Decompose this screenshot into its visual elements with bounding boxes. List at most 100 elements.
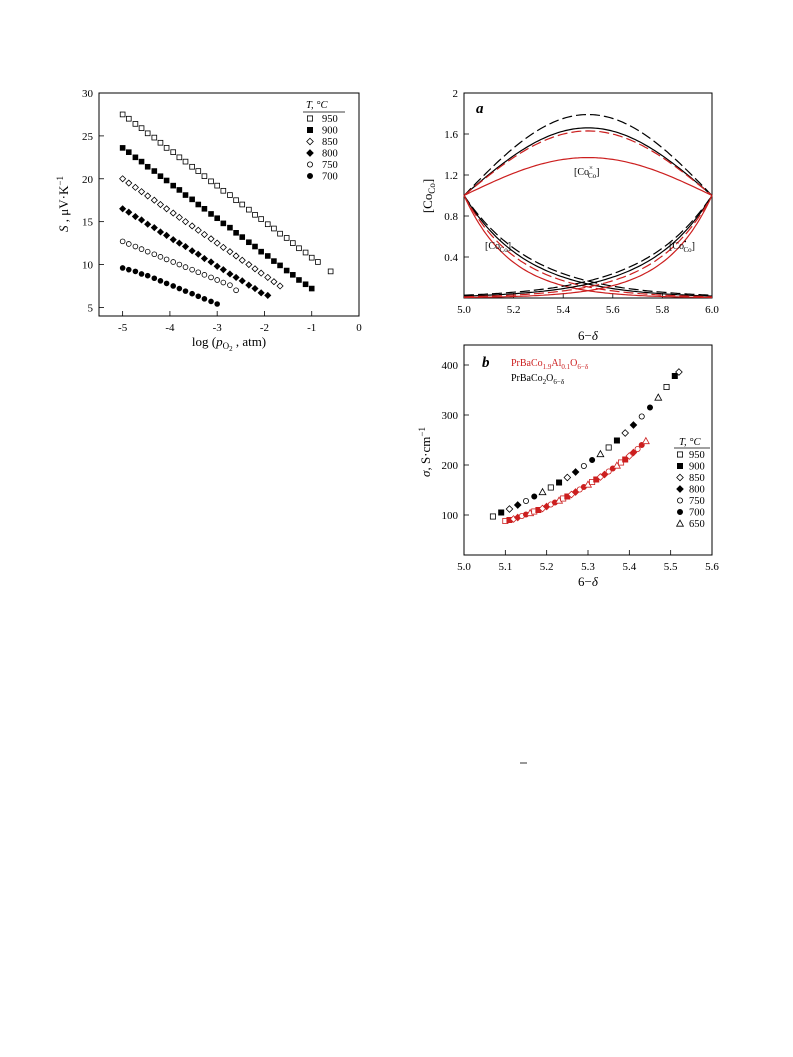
panel-b-chart: 5.0 5.1 5.2 5.3 5.4 5.5 5.6 100 200 300 400 b PrB… (417, 344, 719, 589)
data-point-series-0 (605, 468, 612, 475)
x-tick-label: 5.0 (457, 304, 471, 316)
data-point-series-0 (629, 448, 638, 457)
y-tick-label: 200 (442, 460, 459, 472)
data-point-800 (125, 208, 133, 216)
legend-marker-950 (677, 451, 684, 458)
data-point-950 (182, 158, 189, 165)
data-point-850 (150, 196, 158, 204)
data-point-800 (200, 254, 208, 263)
x-tick-label: -3 (213, 322, 223, 334)
y-tick-label: 300 (442, 410, 459, 422)
data-point-900 (195, 201, 202, 208)
data-point-750 (201, 272, 208, 278)
data-point-900 (189, 196, 195, 203)
data-point-750 (138, 246, 145, 252)
data-point-800 (137, 216, 146, 224)
left-data-points (119, 111, 334, 307)
data-point-series-1 (654, 393, 663, 401)
data-point-900 (170, 182, 177, 189)
data-point-950 (119, 111, 126, 118)
data-point-950 (195, 168, 202, 174)
data-point-700 (144, 272, 151, 279)
panel-b-x-axis-label: 6−δ (578, 574, 599, 589)
data-point-900 (214, 215, 220, 222)
data-point-800 (194, 250, 202, 258)
data-point-series-0 (625, 452, 634, 460)
x-tick-label: 5.5 (664, 561, 678, 573)
legend-label-700: 700 (689, 508, 705, 519)
data-point-series-1 (647, 404, 654, 411)
data-point-700 (157, 278, 164, 284)
panel-b-y-axis-label: σ, S·cm−1 (417, 427, 433, 477)
data-point-750 (220, 279, 227, 286)
data-point-800 (245, 281, 253, 289)
data-point-750 (208, 274, 214, 281)
data-point-850 (213, 239, 221, 247)
x-tick-label: 5.2 (540, 561, 554, 573)
data-point-750 (227, 282, 233, 288)
x-tick-label: -2 (260, 322, 269, 334)
x-tick-label: -5 (118, 322, 128, 334)
data-point-800 (257, 289, 265, 297)
data-point-800 (238, 277, 246, 285)
data-point-series-1 (605, 444, 612, 451)
curve-rise-8 (463, 195, 713, 296)
x-tick-label: 5.8 (656, 304, 670, 316)
y-tick-label: 5 (88, 302, 94, 314)
curve-center-0 (463, 113, 713, 196)
data-point-850 (264, 273, 272, 281)
legend-label-750: 750 (689, 496, 705, 507)
data-point-700 (119, 265, 126, 271)
data-point-700 (138, 271, 145, 277)
x-tick-label: 5.6 (705, 561, 719, 573)
data-point-900 (201, 205, 208, 212)
data-point-950 (290, 240, 296, 246)
legend-label-900: 900 (322, 126, 338, 137)
legend-marker-950 (306, 115, 313, 122)
data-point-series-1 (671, 372, 678, 379)
data-point-850 (207, 235, 215, 243)
data-point-850 (232, 252, 240, 260)
data-point-950 (227, 192, 233, 198)
legend-label-800: 800 (322, 149, 338, 160)
legend-marker-800 (306, 149, 314, 157)
data-point-900 (302, 281, 309, 288)
x-tick-label: 5.3 (581, 561, 595, 573)
panel-a-curves (463, 113, 713, 299)
y-tick-label: 0.8 (444, 211, 458, 223)
legend-marker-850 (676, 473, 684, 482)
data-point-900 (208, 211, 214, 217)
legend-marker-750 (677, 497, 684, 504)
data-point-800 (163, 231, 171, 239)
data-point-700 (208, 298, 214, 305)
left-y-ticks: 5 10 15 20 25 30 (82, 88, 104, 314)
data-point-series-1 (638, 413, 645, 420)
legend-label-850: 850 (322, 137, 338, 148)
data-point-950 (308, 254, 315, 261)
data-point-series-1 (556, 479, 563, 486)
data-point-950 (264, 221, 271, 228)
curve-rise-9 (463, 195, 713, 297)
legend-label-950: 950 (322, 114, 338, 125)
data-point-850 (219, 243, 227, 251)
data-point-750 (157, 254, 164, 260)
x-tick-label: -1 (307, 322, 316, 334)
curve-decay-4 (463, 195, 713, 296)
data-point-series-0 (622, 456, 629, 463)
data-point-series-1 (498, 509, 505, 516)
data-point-series-0 (634, 445, 641, 452)
data-point-series-1 (596, 449, 605, 458)
y-tick-label: 100 (442, 510, 459, 522)
data-point-900 (151, 168, 158, 174)
data-point-900 (227, 224, 233, 231)
data-point-750 (151, 251, 158, 258)
data-point-950 (125, 115, 132, 122)
curve-center-2 (463, 130, 713, 196)
data-point-900 (296, 277, 302, 283)
data-point-950 (258, 216, 264, 222)
data-point-850 (251, 265, 259, 273)
annotation-co-prime: [Co′ Co] (485, 238, 511, 254)
curve-decay-6 (463, 195, 712, 298)
x-tick-label: 5.1 (498, 561, 512, 573)
